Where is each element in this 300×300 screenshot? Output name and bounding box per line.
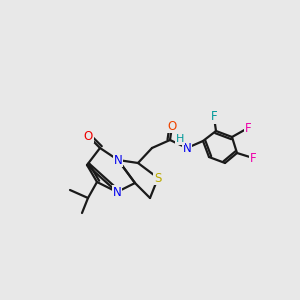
- Text: N: N: [114, 154, 122, 166]
- Text: F: F: [211, 110, 217, 124]
- Text: F: F: [250, 152, 256, 164]
- Text: N: N: [183, 142, 191, 154]
- Text: N: N: [112, 185, 122, 199]
- Text: F: F: [245, 122, 251, 134]
- Text: H: H: [176, 134, 184, 144]
- Text: S: S: [154, 172, 162, 184]
- Text: O: O: [167, 119, 177, 133]
- Text: O: O: [83, 130, 93, 142]
